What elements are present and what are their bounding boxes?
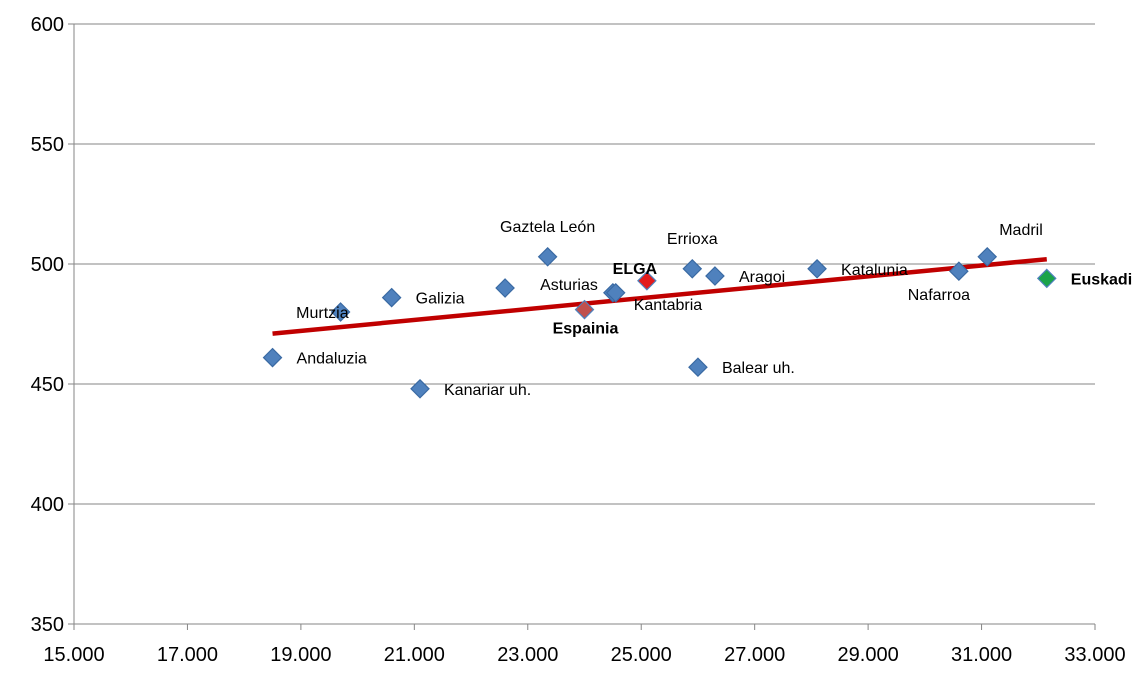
gridlines xyxy=(74,23,1095,505)
data-point-euskadi xyxy=(1036,268,1057,289)
x-tick-label: 31.000 xyxy=(951,644,1012,666)
data-point-espainia xyxy=(574,299,595,320)
x-tick-label: 33.000 xyxy=(1064,644,1125,666)
data-point-balear-uh xyxy=(688,357,708,378)
point-label: Balear uh. xyxy=(722,360,795,377)
data-point-errioxa xyxy=(682,258,703,279)
trendline xyxy=(272,256,1048,336)
point-label: Kanariar uh. xyxy=(444,382,531,399)
x-tick-label: 27.000 xyxy=(724,644,785,666)
axes xyxy=(68,23,1096,630)
data-point-aragoi xyxy=(705,266,725,286)
y-tick-label: 450 xyxy=(31,374,64,396)
y-tick-label: 350 xyxy=(31,614,64,636)
trendline-group xyxy=(272,256,1048,336)
data-points xyxy=(262,246,1057,399)
point-label: Asturias xyxy=(540,277,598,294)
x-tick-label: 23.000 xyxy=(497,644,558,666)
point-label: Aragoi xyxy=(739,269,785,286)
point-label: Espainia xyxy=(553,321,619,338)
x-tick-label: 17.000 xyxy=(157,644,218,666)
y-tick-label: 400 xyxy=(31,494,64,516)
point-labels: Andaluzia Murtzia Galizia Kanariar uh. Gazte… xyxy=(296,219,1132,399)
y-tick-label: 600 xyxy=(31,14,64,36)
data-point-gaztela-le-n xyxy=(537,246,558,267)
data-point-madril xyxy=(977,246,998,267)
data-point-murtzia xyxy=(330,302,351,322)
point-label: ELGA xyxy=(613,261,658,278)
y-axis-tick-labels: 350 400 450 500 550 600 xyxy=(31,14,64,636)
data-point-andaluzia xyxy=(262,347,283,368)
data-point-galizia xyxy=(381,287,402,308)
data-point-katalunia xyxy=(807,258,827,279)
x-axis-tick-labels: 15.000 17.000 19.000 21.000 23.000 25.000 27.0… xyxy=(43,644,1125,666)
x-tick-label: 25.000 xyxy=(611,644,672,666)
x-tick-label: 19.000 xyxy=(270,644,331,666)
data-point-nafarroa xyxy=(949,261,969,282)
data-point-unlabeled xyxy=(495,278,515,298)
point-label: Galizia xyxy=(416,291,465,308)
data-point-kantabria xyxy=(605,282,626,303)
x-tick-label: 29.000 xyxy=(838,644,899,666)
data-point-kanariar-uh xyxy=(410,378,430,399)
data-point-elga xyxy=(637,270,657,291)
point-label: Madril xyxy=(999,222,1043,239)
point-label: Errioxa xyxy=(667,231,718,248)
point-label: Euskadi xyxy=(1071,271,1132,288)
point-label: Gaztela León xyxy=(500,219,595,236)
point-label: Andaluzia xyxy=(297,351,367,368)
point-label: Katalunia xyxy=(841,262,908,279)
y-tick-label: 500 xyxy=(31,254,64,276)
y-tick-label: 550 xyxy=(31,134,64,156)
x-tick-label: 15.000 xyxy=(43,644,104,666)
point-label: Nafarroa xyxy=(908,287,970,304)
x-tick-label: 21.000 xyxy=(384,644,445,666)
point-label: Murtzia xyxy=(296,305,349,322)
point-label: Kantabria xyxy=(634,297,703,314)
